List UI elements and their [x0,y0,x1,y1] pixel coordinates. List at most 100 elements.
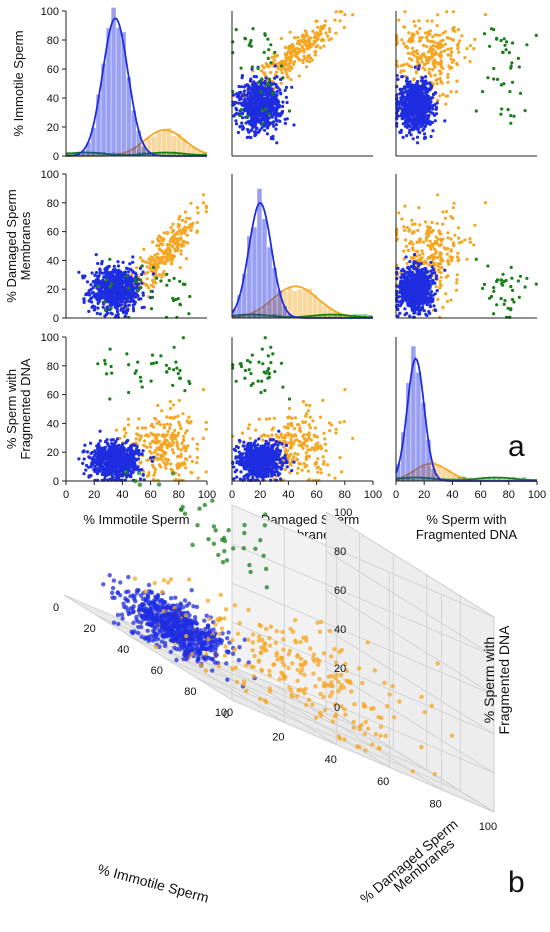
histogram-bar [161,129,167,156]
data-point [433,65,437,69]
data-point [434,105,439,110]
data-point [410,306,414,310]
data-point [189,228,193,232]
data-point [433,73,437,77]
data-point [204,427,208,431]
data-point [510,80,515,84]
data-point [267,64,271,68]
data-point [163,260,167,264]
data-point [170,262,174,266]
data-point [400,110,404,115]
data-point [122,434,127,438]
data-point [404,287,408,291]
data-point [151,272,156,276]
data-point [518,91,523,95]
data-point [185,419,189,423]
data-point [276,86,280,90]
data-point [412,264,416,268]
data-point [103,267,107,271]
data-point [111,297,115,301]
data-point [115,273,120,277]
data-point [260,77,264,81]
data-point [446,80,450,84]
data-point [280,71,284,75]
data-point [90,300,94,304]
data-point [286,50,290,54]
data-point [416,31,420,35]
data-point [267,112,271,116]
data-point [438,94,442,98]
data-point [85,280,90,284]
data-point [439,283,443,288]
data-point [446,47,450,51]
data-point [279,81,283,85]
data-point [438,254,442,258]
histogram-bar [86,153,91,156]
data-point [190,225,194,229]
data-point [135,432,139,436]
data-point [103,300,107,304]
data-point [430,39,434,44]
data-point [457,50,461,54]
data-point [411,137,415,141]
data-point [176,433,180,437]
data-point [435,33,439,37]
data-point [257,120,261,124]
data-point [257,80,261,84]
data-point [151,439,155,443]
data-point [451,243,455,247]
data-point [101,305,105,309]
data-point [156,237,160,241]
data-point [303,29,307,33]
data-point [260,93,264,97]
data-point [195,229,199,233]
data-point [81,276,85,280]
data-point [155,421,159,425]
data-point [523,109,527,113]
data-point [328,30,332,34]
data-point [162,270,166,274]
data-point [418,111,422,115]
data-point [397,211,401,215]
data-point [510,276,514,280]
data-point [93,293,97,297]
data-point [105,289,109,293]
data-point [188,294,192,299]
data-point [165,422,169,426]
data-point [279,92,283,96]
data-point [201,193,205,197]
data-point [301,33,305,37]
data-point [311,42,315,46]
data-point [173,415,177,419]
data-point [274,83,278,87]
data-point [250,90,254,94]
data-point [284,70,288,74]
data-point [163,463,167,467]
data-point [495,36,499,41]
data-point [168,243,172,247]
data-point [425,313,429,318]
data-point [258,95,262,99]
y-tick-label: 40 [47,93,59,105]
data-point [416,228,420,232]
data-point [436,46,440,50]
data-point [431,107,435,111]
pairplot-cell [395,10,538,157]
data-point [250,115,254,119]
data-point [293,60,297,64]
data-point [126,296,130,300]
data-point [441,210,445,214]
data-point [256,111,260,115]
data-point [407,93,411,97]
data-point [456,251,460,255]
data-point [259,105,263,109]
data-point [273,55,277,59]
data-point [407,297,411,301]
data-point [416,99,420,103]
data-point [98,312,102,316]
data-point [201,436,205,440]
data-point [122,276,126,280]
data-point [132,293,136,297]
data-point [444,292,448,296]
data-point [398,87,402,91]
